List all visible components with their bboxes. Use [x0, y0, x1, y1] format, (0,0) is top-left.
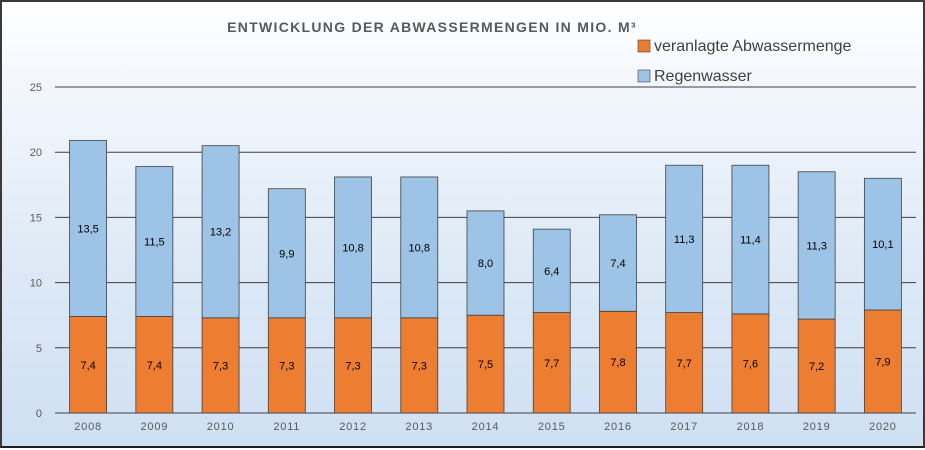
y-tick-label: 5 [36, 343, 42, 355]
x-tick-label: 2012 [339, 421, 367, 433]
data-label: 7,7 [544, 358, 559, 370]
bar-regenwasser [731, 164, 770, 315]
bar-veranlagte-abwassermenge [267, 317, 306, 414]
bar-regenwasser [201, 145, 240, 319]
y-tick-label: 15 [30, 212, 42, 224]
x-tick-label: 2017 [670, 421, 698, 433]
bar-veranlagte-abwassermenge [731, 313, 770, 414]
data-label: 7,3 [345, 360, 360, 372]
bar-regenwasser [599, 214, 637, 312]
data-label: 10,8 [409, 242, 430, 254]
bar-veranlagte-abwassermenge [201, 317, 240, 414]
bar-regenwasser [69, 140, 108, 317]
bar-veranlagte-abwassermenge [135, 316, 174, 414]
data-label: 7,8 [610, 357, 625, 369]
bar-veranlagte-abwassermenge [69, 316, 108, 414]
bar-veranlagte-abwassermenge [466, 314, 505, 414]
x-axis: 2008 2009 2010 2011 2012 2013 2014 2015 2016 2017… [74, 421, 896, 433]
data-label: 6,4 [544, 266, 559, 278]
x-tick-label: 2015 [538, 421, 566, 433]
bar-veranlagte-abwassermenge [599, 310, 637, 414]
bar-veranlagte-abwassermenge [665, 312, 704, 414]
data-label: 7,7 [677, 358, 692, 370]
data-label: 7,6 [743, 358, 758, 370]
bar-veranlagte-abwassermenge [532, 312, 571, 414]
bar-regenwasser [334, 176, 372, 319]
data-label: 7,4 [610, 258, 625, 270]
y-tick-label: 20 [30, 147, 42, 159]
x-tick-label: 2018 [737, 421, 765, 433]
bar-regenwasser [267, 188, 306, 319]
legend-swatch-veranlagte-abwassermenge [637, 39, 651, 53]
data-label: 7,4 [80, 360, 95, 372]
x-tick-label: 2016 [604, 421, 632, 433]
data-label: 11,4 [740, 235, 761, 247]
x-tick-label: 2013 [405, 421, 433, 433]
bar-veranlagte-abwassermenge [863, 309, 902, 414]
bar-veranlagte-abwassermenge [797, 318, 836, 414]
x-tick-label: 2011 [273, 421, 300, 433]
bar-regenwasser [466, 210, 505, 316]
y-tick-label: 25 [30, 82, 42, 94]
data-label: 7,2 [809, 361, 824, 373]
data-label: 10,1 [872, 239, 893, 251]
bar-regenwasser [797, 171, 836, 320]
data-label: 11,5 [144, 237, 165, 249]
y-axis: 0 5 10 15 20 25 [30, 82, 42, 420]
x-tick-label: 2020 [869, 421, 897, 433]
x-tick-label: 2009 [141, 421, 169, 433]
bar-veranlagte-abwassermenge [334, 317, 372, 414]
bar-regenwasser [863, 177, 902, 311]
data-label: 7,3 [412, 360, 427, 372]
legend: veranlagte Abwassermenge Regenwasser [637, 38, 852, 85]
bar-regenwasser [532, 228, 571, 313]
y-tick-label: 10 [30, 278, 42, 290]
bar-regenwasser [665, 164, 704, 313]
x-tick-label: 2014 [472, 421, 500, 433]
data-label: 7,9 [875, 356, 890, 368]
data-label: 8,0 [478, 258, 493, 270]
chart-title: ENTWICKLUNG DER ABWASSERMENGEN IN MIO. M… [227, 19, 637, 35]
data-label: 9,9 [279, 248, 294, 260]
x-tick-label: 2008 [74, 421, 102, 433]
legend-swatch-regenwasser [637, 69, 651, 83]
bar-regenwasser [400, 176, 439, 319]
data-label: 11,3 [806, 240, 827, 252]
bar-regenwasser [135, 166, 174, 317]
data-label: 7,3 [213, 360, 228, 372]
legend-label: Regenwasser [654, 68, 753, 85]
data-label: 7,5 [478, 359, 493, 371]
x-tick-label: 2010 [207, 421, 235, 433]
data-label: 13,5 [77, 223, 98, 235]
bars: 7,4 13,5 7,4 11,5 7,3 13,2 7,3 9,9 7,3 10,8 7,3 10,… [69, 140, 902, 414]
data-label: 7,4 [147, 360, 162, 372]
x-tick-label: 2019 [803, 421, 831, 433]
legend-label: veranlagte Abwassermenge [654, 38, 852, 55]
data-label: 7,3 [279, 360, 294, 372]
y-tick-label: 0 [36, 408, 42, 420]
data-label: 13,2 [210, 227, 231, 239]
data-label: 10,8 [342, 242, 363, 254]
bar-veranlagte-abwassermenge [400, 317, 439, 414]
data-label: 11,3 [674, 234, 695, 246]
